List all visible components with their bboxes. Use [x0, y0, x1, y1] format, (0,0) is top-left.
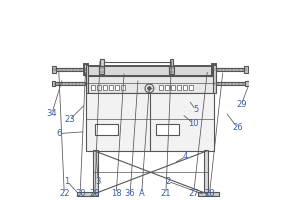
Text: 20: 20 [90, 189, 100, 198]
Text: 3: 3 [96, 177, 101, 186]
Bar [76, 192, 98, 196]
Text: 18: 18 [111, 189, 122, 198]
Text: 1: 1 [64, 177, 70, 186]
Text: 22: 22 [59, 189, 70, 198]
Circle shape [148, 87, 151, 90]
Bar [93, 150, 98, 194]
Bar [183, 85, 187, 90]
Bar [156, 124, 179, 135]
Bar [100, 59, 103, 66]
Bar [109, 85, 113, 90]
Bar [115, 85, 119, 90]
Bar [103, 85, 107, 90]
Bar [159, 85, 163, 90]
Bar [245, 81, 249, 86]
Text: 26: 26 [232, 123, 243, 132]
Bar [85, 66, 214, 76]
Text: 27: 27 [188, 189, 199, 198]
Text: 29: 29 [236, 100, 247, 109]
Bar [244, 66, 248, 73]
Text: A: A [139, 189, 145, 198]
Text: 2: 2 [165, 177, 170, 186]
Bar [189, 85, 193, 90]
Text: 6: 6 [56, 129, 62, 138]
Bar [204, 150, 208, 194]
Text: 21: 21 [160, 189, 171, 198]
Text: 10: 10 [188, 119, 199, 128]
Bar [214, 68, 247, 71]
Bar [95, 124, 118, 135]
Bar [99, 66, 104, 74]
Bar [198, 192, 219, 196]
Bar [53, 68, 86, 71]
Text: 28: 28 [204, 189, 215, 198]
Bar [52, 81, 56, 86]
Bar [212, 64, 216, 75]
Text: 30: 30 [75, 189, 86, 198]
Bar [169, 66, 174, 74]
Bar [171, 85, 175, 90]
Bar [177, 85, 181, 90]
Text: 5: 5 [193, 105, 198, 114]
Bar [165, 85, 169, 90]
Text: 4: 4 [183, 152, 188, 161]
Bar [121, 85, 125, 90]
Text: 23: 23 [64, 115, 75, 124]
Text: 36: 36 [125, 189, 136, 198]
Bar [98, 85, 101, 90]
Bar [85, 93, 214, 151]
Bar [213, 65, 216, 93]
Bar [52, 66, 56, 73]
Bar [170, 59, 173, 66]
Text: 34: 34 [46, 109, 57, 118]
Bar [54, 82, 85, 85]
Bar [85, 65, 88, 93]
Bar [85, 76, 214, 93]
Bar [214, 82, 245, 85]
Bar [92, 85, 95, 90]
Bar [84, 64, 88, 75]
